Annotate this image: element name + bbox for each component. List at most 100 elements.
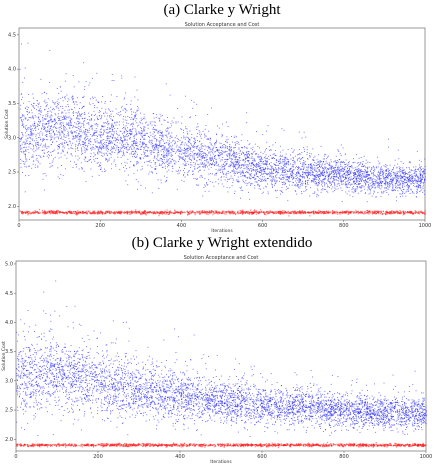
accepted-point [345, 183, 347, 185]
accepted-point [40, 105, 42, 107]
accepted-point [135, 131, 137, 133]
accepted-point [391, 178, 393, 180]
accepted-point [44, 126, 45, 128]
accepted-point [107, 124, 109, 126]
accepted-point [275, 142, 277, 144]
accepted-point [372, 181, 374, 183]
accepted-point [216, 165, 218, 167]
accepted-point [333, 182, 335, 183]
accepted-point [340, 179, 342, 181]
accepted-point [338, 171, 340, 173]
cost-point [275, 212, 277, 214]
cost-point [256, 212, 258, 214]
accepted-point [170, 135, 172, 137]
accepted-point [26, 114, 28, 116]
accepted-point [68, 121, 70, 123]
accepted-point [221, 154, 223, 155]
accepted-point [144, 151, 146, 153]
accepted-point [112, 147, 114, 149]
accepted-point [317, 185, 319, 187]
accepted-point [43, 92, 45, 94]
accepted-point [311, 174, 313, 176]
accepted-point [307, 175, 309, 176]
accepted-point [415, 178, 417, 180]
accepted-point [330, 171, 332, 173]
accepted-point [111, 134, 113, 136]
accepted-point [134, 116, 136, 118]
accepted-point [45, 143, 46, 145]
accepted-point [358, 170, 359, 172]
accepted-point [307, 175, 308, 177]
accepted-point [159, 142, 161, 144]
accepted-point [90, 140, 91, 142]
accepted-point [132, 141, 134, 143]
cost-point [35, 211, 37, 213]
accepted-point [384, 179, 386, 181]
accepted-point [194, 157, 195, 159]
accepted-point [172, 165, 174, 167]
accepted-point [271, 180, 273, 182]
accepted-point [305, 172, 307, 174]
cost-point [282, 211, 284, 213]
accepted-point [154, 124, 156, 126]
accepted-point [54, 149, 56, 151]
accepted-point [155, 165, 157, 167]
accepted-point [105, 108, 107, 110]
cost-point [244, 210, 246, 213]
cost-point [303, 211, 305, 213]
cost-point [250, 211, 252, 213]
cost-point [36, 210, 39, 213]
accepted-point [353, 186, 355, 188]
accepted-point [160, 145, 162, 147]
accepted-point [65, 112, 67, 114]
accepted-point [29, 143, 31, 145]
accepted-point [109, 153, 111, 155]
cost-point [92, 211, 95, 213]
cost-point [157, 212, 159, 214]
accepted-point [325, 154, 327, 156]
accepted-point [167, 130, 168, 132]
accepted-point [307, 182, 308, 184]
cost-point [400, 212, 402, 215]
cost-point [81, 212, 84, 214]
accepted-point [380, 195, 382, 197]
accepted-point [225, 164, 227, 166]
accepted-point [69, 127, 71, 129]
accepted-point [161, 144, 163, 146]
cost-point [323, 212, 325, 214]
accepted-point [130, 134, 131, 136]
cost-point [167, 213, 169, 215]
accepted-point [272, 169, 274, 171]
accepted-point [353, 173, 355, 175]
cost-point [402, 214, 404, 216]
cost-point [177, 210, 179, 213]
accepted-point [318, 161, 320, 163]
accepted-point [190, 142, 192, 144]
accepted-point [322, 167, 324, 169]
cost-point [286, 212, 288, 214]
accepted-point [109, 142, 111, 144]
accepted-point [344, 168, 346, 170]
accepted-point [187, 172, 189, 174]
accepted-point [422, 186, 424, 188]
accepted-point [379, 187, 381, 189]
accepted-point [204, 155, 206, 157]
accepted-point [155, 130, 157, 131]
accepted-point [49, 155, 50, 157]
cost-point [76, 213, 78, 215]
accepted-point [378, 175, 379, 177]
accepted-point [96, 146, 98, 148]
cost-point [368, 210, 370, 212]
accepted-point [54, 103, 56, 105]
accepted-point [100, 149, 102, 151]
accepted-point [226, 141, 228, 143]
accepted-point [404, 173, 406, 175]
accepted-point [375, 166, 377, 168]
accepted-point [89, 120, 91, 122]
cost-point [207, 213, 209, 216]
accepted-point [333, 174, 335, 176]
cost-point [264, 213, 266, 215]
accepted-point [385, 177, 387, 179]
accepted-point [226, 160, 228, 162]
cost-point [250, 209, 252, 211]
